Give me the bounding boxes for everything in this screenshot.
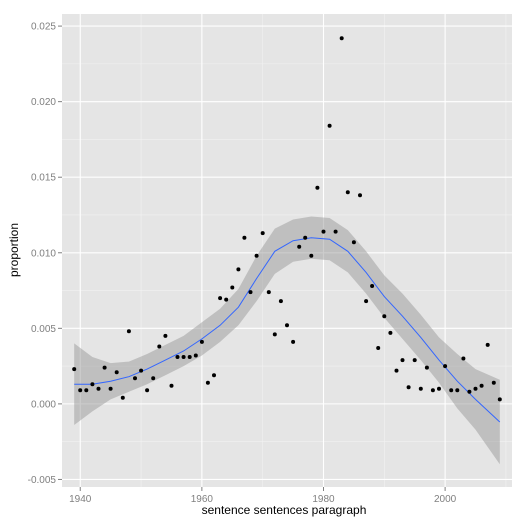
smooth-line (74, 237, 501, 423)
data-point (327, 123, 332, 128)
data-point (388, 330, 393, 335)
data-point (90, 382, 95, 387)
x-tick-label: 1940 (69, 494, 92, 505)
data-point (242, 235, 247, 240)
data-point (266, 290, 271, 295)
data-point (382, 314, 387, 319)
data-point (108, 386, 113, 391)
data-point (181, 355, 186, 359)
data-point (437, 386, 441, 391)
data-point (175, 355, 180, 359)
data-point (114, 370, 119, 375)
data-point (370, 284, 375, 288)
data-point (157, 344, 162, 349)
data-point (376, 346, 381, 350)
data-point (187, 355, 192, 359)
data-point (291, 339, 296, 344)
x-axis-ticks: 1940 1960 1980 2000 (69, 487, 457, 505)
data-point (321, 229, 326, 234)
data-point (218, 296, 223, 301)
y-tick-label: 0.020 (31, 97, 56, 108)
y-axis-title: proportion (7, 223, 21, 277)
data-point (491, 380, 496, 385)
y-tick-label: 0.000 (31, 399, 56, 410)
data-point (412, 358, 417, 363)
data-point (485, 342, 490, 347)
data-point (212, 373, 216, 378)
y-tick-label: -0.005 (28, 475, 57, 486)
data-point (120, 395, 125, 400)
x-tick-label: 2000 (434, 494, 457, 505)
data-point (339, 36, 344, 41)
data-point (358, 193, 362, 198)
data-point (333, 229, 338, 234)
confidence-band (74, 216, 500, 465)
data-point (424, 365, 429, 370)
data-point (126, 329, 131, 334)
data-point (297, 244, 302, 249)
y-tick-label: 0.025 (31, 22, 56, 33)
data-point (248, 290, 253, 295)
y-tick-label: 0.005 (31, 324, 56, 335)
data-point (254, 253, 259, 258)
data-point (430, 388, 435, 393)
y-axis-ticks: -0.005 0.000 0.005 0.010 0.015 0.020 0.025 (28, 22, 62, 486)
data-point (145, 388, 150, 393)
x-tick-label: 1980 (312, 494, 335, 505)
data-point (151, 376, 156, 381)
data-point (455, 388, 460, 393)
data-point (102, 365, 107, 370)
data-point (309, 253, 314, 258)
x-axis-title: sentence sentences paragraph (202, 503, 367, 517)
data-point (418, 386, 423, 391)
data-point (406, 385, 411, 390)
data-point (345, 190, 350, 195)
data-point (443, 364, 448, 369)
data-point (169, 383, 174, 388)
data-point (224, 297, 229, 302)
data-point (236, 267, 241, 272)
data-point (461, 356, 466, 361)
data-point (78, 388, 83, 393)
y-tick-label: 0.015 (31, 173, 56, 184)
data-point (133, 376, 137, 381)
data-point (315, 185, 320, 190)
data-points (72, 36, 502, 402)
data-point (467, 389, 472, 394)
y-tick-label: 0.010 (31, 248, 56, 259)
data-point (497, 397, 502, 402)
data-point (193, 353, 198, 358)
data-point (260, 231, 265, 236)
data-point (364, 299, 369, 304)
data-point (351, 240, 356, 245)
data-point (278, 299, 283, 304)
data-point (96, 386, 101, 391)
data-point (473, 386, 478, 391)
x-tick-label: 1960 (191, 494, 214, 505)
data-point (139, 368, 144, 373)
data-point (205, 380, 210, 385)
data-point (163, 333, 168, 338)
data-point (230, 285, 235, 290)
data-point (449, 388, 454, 393)
data-point (479, 383, 484, 388)
data-point (285, 323, 289, 328)
data-point (272, 332, 277, 337)
data-point (394, 368, 399, 373)
data-point (72, 367, 77, 372)
data-point (303, 235, 308, 240)
data-point (199, 339, 204, 344)
data-point (400, 358, 405, 363)
data-point (84, 388, 89, 393)
